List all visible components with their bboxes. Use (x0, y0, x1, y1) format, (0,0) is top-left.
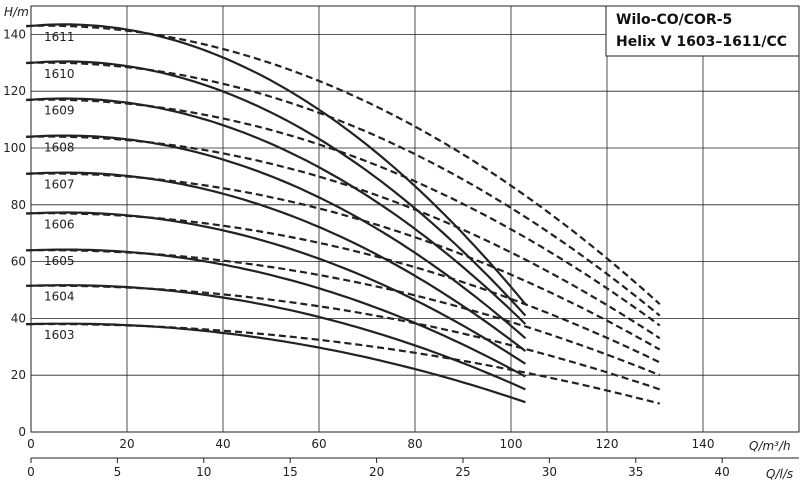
y-tick-40: 40 (11, 311, 26, 325)
curve-label-1610: 1610 (44, 67, 75, 81)
curves (26, 23, 661, 405)
curve-solid-1610 (26, 60, 527, 317)
y-tick-20: 20 (11, 368, 26, 382)
x-tick-80: 80 (407, 437, 422, 451)
x2-axis-label: Q/l/s (766, 467, 793, 481)
curve-label-1605: 1605 (44, 254, 75, 268)
curve-label-1608: 1608 (44, 141, 75, 155)
curve-label-1609: 1609 (44, 104, 75, 118)
curve-solid-1605 (26, 248, 526, 378)
y-tick-0: 0 (18, 425, 26, 439)
title-box: Wilo-CO/COR-5 Helix V 1603–1611/CC (605, 5, 800, 57)
y-tick-120: 120 (3, 84, 26, 98)
curve-label-1606: 1606 (44, 217, 75, 231)
x2-tick-25: 25 (455, 465, 470, 479)
curve-dashed-1603 (26, 322, 661, 405)
curve-dashed-1604 (26, 284, 661, 391)
x2-tick-20: 20 (369, 465, 384, 479)
x-tick-0: 0 (27, 437, 35, 451)
curve-dashed-1605 (26, 249, 661, 377)
curve-solid-1606 (26, 211, 526, 365)
x2-tick-0: 0 (27, 465, 35, 479)
title-line-1: Wilo-CO/COR-5 (616, 12, 732, 28)
curve-solid-1609 (26, 97, 527, 325)
x-axis-label: Q/m³/h (749, 439, 791, 453)
curve-label-1603: 1603 (44, 328, 75, 342)
title-box-frame (605, 5, 800, 57)
x-tick-100: 100 (500, 437, 523, 451)
x2-tick-5: 5 (114, 465, 122, 479)
y-tick-100: 100 (3, 141, 26, 155)
curve-solid-1607 (26, 171, 527, 352)
curve-solid-1604 (26, 284, 526, 391)
curve-solid-1603 (26, 322, 526, 404)
x2-tick-35: 35 (628, 465, 643, 479)
curve-solid-1608 (26, 134, 527, 340)
curve-label-1607: 1607 (44, 178, 75, 192)
y-tick-140: 140 (3, 27, 26, 41)
curve-solid-1611 (26, 23, 527, 305)
y-tick-labels: 0 20 40 60 80 100 120 140 (3, 27, 26, 439)
x-tick-20: 20 (119, 437, 134, 451)
curve-dashed-1610 (26, 61, 661, 317)
x2-tick-15: 15 (283, 465, 298, 479)
y-tick-80: 80 (11, 198, 26, 212)
y-tick-60: 60 (11, 255, 26, 269)
x2-tick-labels: 0 5 10 15 20 25 30 35 40 (27, 458, 730, 479)
x-tick-labels: 0 20 40 60 80 100 120 140 (27, 437, 714, 451)
y-axis-label: H/m (4, 5, 29, 19)
x-tick-120: 120 (596, 437, 619, 451)
curve-label-1611: 1611 (44, 30, 75, 44)
x-tick-40: 40 (215, 437, 230, 451)
curve-dashed-1609 (26, 98, 661, 327)
curve-dashed-1611 (26, 24, 661, 306)
x2-tick-10: 10 (196, 465, 211, 479)
x-tick-140: 140 (692, 437, 715, 451)
curve-labels: 1603 1604 1605 1606 1607 1608 1609 1610 1611 (44, 30, 75, 342)
x2-tick-40: 40 (715, 465, 730, 479)
title-line-2: Helix V 1603–1611/CC (616, 34, 787, 50)
x-tick-60: 60 (311, 437, 326, 451)
plot-frame (30, 5, 800, 433)
curve-label-1604: 1604 (44, 290, 75, 304)
x2-tick-30: 30 (542, 465, 557, 479)
